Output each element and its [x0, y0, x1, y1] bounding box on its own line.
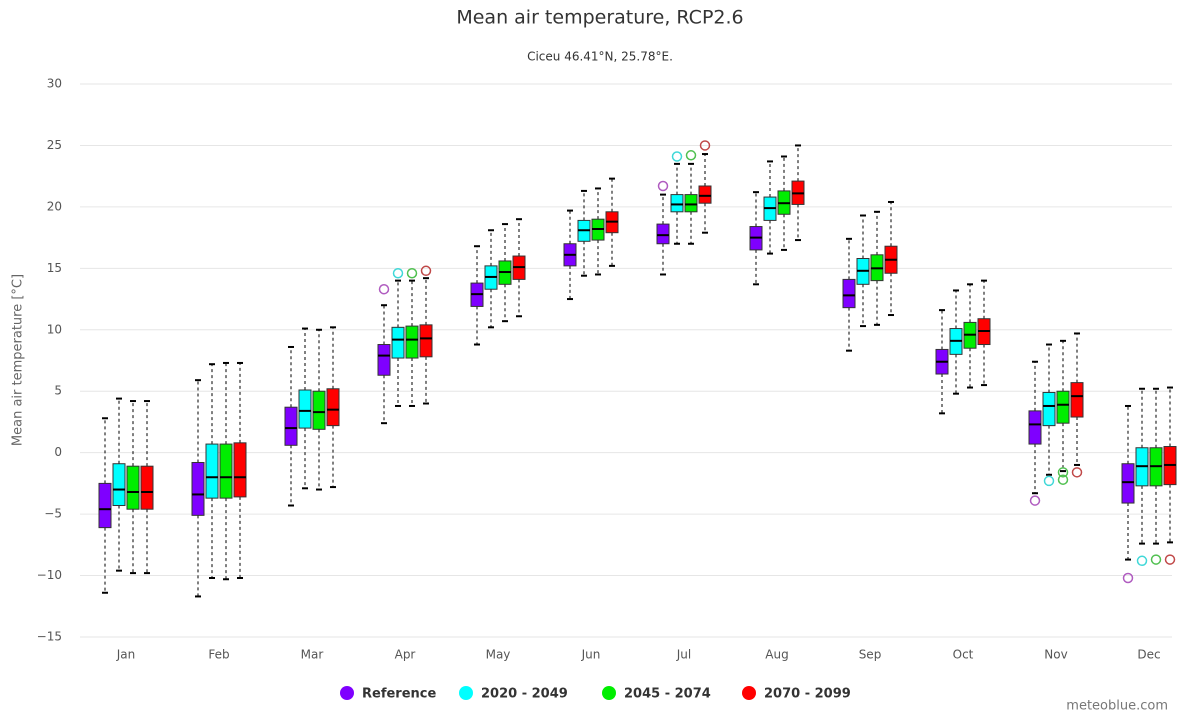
- x-tick-label: Aug: [765, 648, 788, 662]
- box: [98, 482, 112, 529]
- box: [377, 344, 391, 376]
- y-tick-label: 20: [47, 199, 62, 213]
- x-tick-label: Jun: [581, 648, 601, 662]
- box: [684, 194, 698, 213]
- legend-label: 2070 - 2099: [764, 687, 851, 702]
- outlier: [1029, 495, 1041, 506]
- x-tick-label: Oct: [953, 648, 974, 662]
- box: [233, 442, 247, 498]
- box: [126, 465, 140, 510]
- y-tick-label: 0: [54, 445, 62, 459]
- box: [205, 443, 219, 499]
- outlier: [1164, 554, 1176, 565]
- outlier: [420, 265, 432, 277]
- x-tick-label: May: [486, 648, 511, 662]
- x-tick-label: Dec: [1137, 648, 1160, 662]
- box: [112, 463, 126, 507]
- box: [419, 324, 433, 358]
- y-tick-label: 5: [54, 384, 62, 398]
- box: [312, 390, 326, 430]
- outlier: [1071, 467, 1083, 478]
- y-tick-label: 15: [47, 261, 62, 275]
- legend-marker: [459, 686, 473, 700]
- legend-label: 2045 - 2074: [624, 687, 711, 702]
- box: [1056, 390, 1070, 424]
- box: [298, 389, 312, 429]
- box: [698, 185, 712, 204]
- box: [1121, 463, 1135, 504]
- outlier: [699, 140, 711, 151]
- y-tick-label: −5: [44, 507, 62, 521]
- y-tick-label: −15: [37, 630, 62, 644]
- outlier: [392, 267, 404, 279]
- x-tick-label: Mar: [301, 648, 324, 662]
- outlier: [406, 267, 418, 279]
- credit: meteoblue.com: [1066, 699, 1168, 714]
- y-tick-label: 30: [47, 77, 62, 91]
- x-tick-label: Feb: [208, 648, 229, 662]
- y-tick-label: −10: [37, 568, 62, 582]
- x-tick-label: Nov: [1044, 648, 1067, 662]
- outlier: [671, 151, 683, 162]
- legend-label: Reference: [362, 687, 436, 702]
- outlier: [1057, 467, 1069, 478]
- box: [405, 325, 419, 359]
- chart-subtitle: Ciceu 46.41°N, 25.78°E.: [527, 50, 673, 64]
- x-tick-label: Apr: [395, 648, 416, 662]
- box: [1028, 410, 1042, 445]
- outlier: [1136, 555, 1148, 567]
- y-axis-label: Mean air temperature [°C]: [11, 274, 26, 446]
- y-tick-label: 25: [47, 138, 62, 152]
- box: [1042, 391, 1056, 427]
- box: [140, 465, 154, 510]
- box: [842, 278, 856, 309]
- box: [391, 326, 405, 359]
- box: [670, 194, 684, 213]
- x-tick-label: Sep: [859, 648, 882, 662]
- outlier: [378, 283, 390, 295]
- y-tick-label: 10: [47, 322, 62, 336]
- legend-marker: [602, 686, 616, 700]
- box: [326, 388, 340, 427]
- legend-marker: [742, 686, 756, 700]
- outlier: [1057, 474, 1069, 485]
- legend-marker: [340, 686, 354, 700]
- legend-label: 2020 - 2049: [481, 687, 568, 702]
- outlier: [1043, 475, 1055, 487]
- box: [656, 223, 670, 245]
- outlier: [1150, 554, 1162, 565]
- box: [219, 443, 233, 499]
- outlier: [1122, 572, 1134, 584]
- box: [1070, 382, 1084, 418]
- chart-title: Mean air temperature, RCP2.6: [456, 7, 743, 29]
- box: [191, 461, 205, 516]
- x-tick-label: Jul: [676, 648, 691, 662]
- x-tick-label: Jan: [116, 648, 136, 662]
- box: [284, 406, 298, 446]
- outlier: [657, 180, 669, 192]
- outlier: [685, 150, 697, 161]
